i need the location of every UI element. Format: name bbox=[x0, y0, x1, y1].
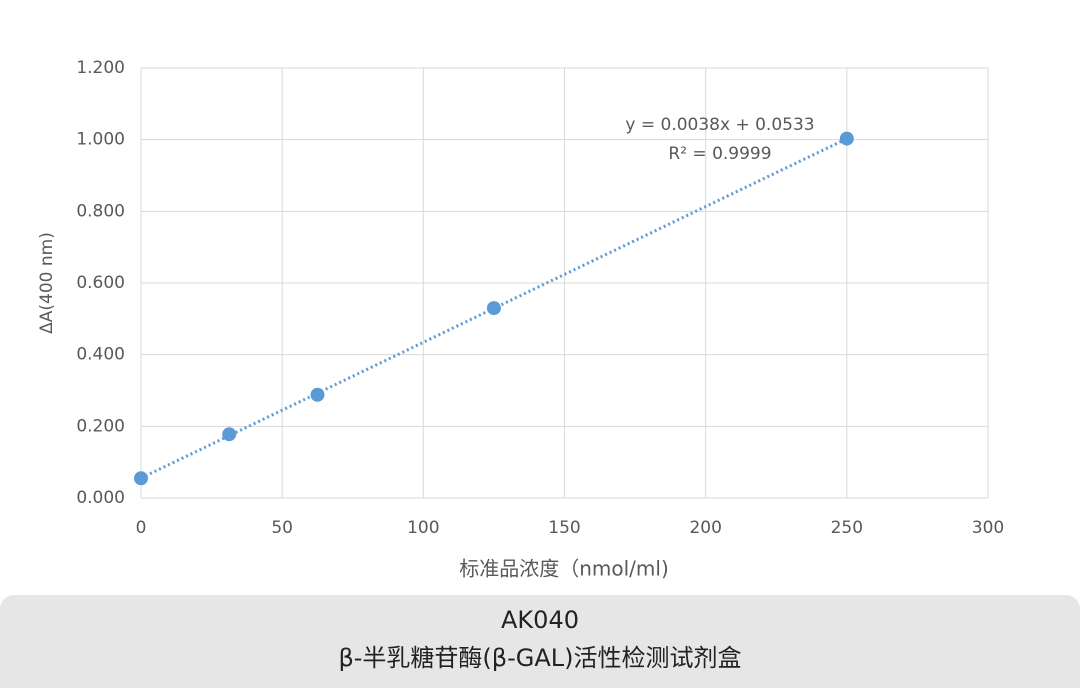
y-tick-label: 0.200 bbox=[76, 416, 125, 436]
point bbox=[839, 131, 854, 146]
y-tick-label: 1.000 bbox=[76, 130, 125, 150]
y-tick-label: 0.400 bbox=[76, 345, 125, 365]
point bbox=[134, 471, 148, 486]
x-tick-label: 300 bbox=[972, 518, 1004, 538]
y-tick-label: 0.800 bbox=[76, 201, 125, 221]
y-axis-label: ΔA(400 nm) bbox=[37, 232, 57, 334]
caption-name: β-半乳糖苷酶(β-GAL)活性检测试剂盒 bbox=[338, 644, 742, 672]
y-tick-label: 1.200 bbox=[76, 58, 125, 78]
x-tick-label: 50 bbox=[271, 518, 293, 538]
annotation: R² = 0.9999 bbox=[668, 144, 771, 164]
x-axis-label: 标准品浓度（nmol/ml) bbox=[459, 557, 669, 581]
point bbox=[310, 387, 325, 402]
caption: AK040 β-半乳糖苷酶(β-GAL)活性检测试剂盒 bbox=[0, 595, 1080, 688]
x-tick-label: 250 bbox=[831, 518, 863, 538]
y-tick-label: 0.000 bbox=[76, 488, 125, 508]
point bbox=[222, 427, 237, 442]
x-tick-label: 150 bbox=[548, 518, 580, 538]
y-tick-label: 0.600 bbox=[76, 273, 125, 293]
caption-code: AK040 bbox=[501, 606, 579, 634]
x-tick-label: 0 bbox=[136, 518, 147, 538]
x-tick-label: 200 bbox=[689, 518, 721, 538]
chart: ΔA(400 nm) 标准品浓度（nmol/ml) 0.000 0.200 0.40… bbox=[37, 58, 1004, 581]
x-tick-label: 100 bbox=[407, 518, 439, 538]
annotation: y = 0.0038x + 0.0533 bbox=[625, 115, 814, 135]
point bbox=[486, 301, 501, 316]
